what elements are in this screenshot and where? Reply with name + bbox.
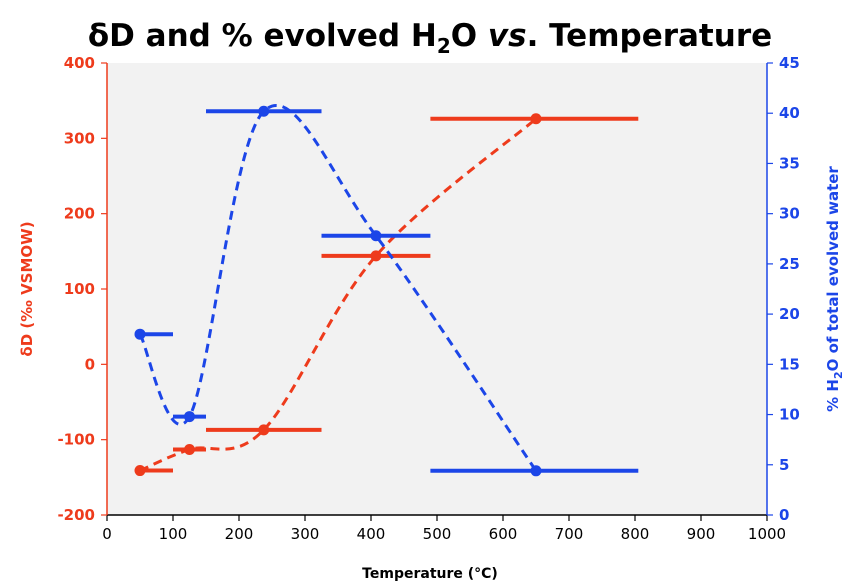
series-left-point [258, 424, 270, 436]
right-y-tick-label: 20 [779, 305, 800, 323]
right-y-tick-label: 35 [779, 154, 800, 172]
right-y-tick-label: 15 [779, 355, 800, 373]
x-tick-label: 900 [687, 525, 716, 543]
x-tick-label: 700 [555, 525, 584, 543]
right-y-tick-label: 0 [779, 506, 789, 524]
series-left-point [134, 465, 146, 477]
x-tick-label: 200 [225, 525, 254, 543]
right-y-tick-label: 45 [779, 54, 800, 72]
series-left-point [530, 113, 542, 125]
series-right-point [530, 465, 542, 477]
series-right-axis [134, 103, 639, 477]
x-tick-label: 400 [357, 525, 386, 543]
left-y-tick-label: -200 [57, 506, 95, 524]
chart-title: δD and % evolved H2O vs. Temperature [88, 18, 772, 58]
x-tick-label: 800 [621, 525, 650, 543]
series-left-axis [134, 113, 639, 477]
series-right-point [258, 105, 270, 117]
left-y-tick-label: -100 [57, 431, 95, 449]
series-left-point [370, 250, 382, 262]
left-y-tick-label: 300 [64, 129, 95, 147]
left-y-axis-label: δD (‰ VSMOW) [18, 221, 36, 356]
plot-area [107, 63, 767, 515]
right-y-tick-label: 10 [779, 406, 800, 424]
right-y-ticks: 0 5 10 15 20 25 30 35 40 45 [767, 54, 800, 524]
right-y-tick-label: 25 [779, 255, 800, 273]
right-y-tick-label: 40 [779, 104, 800, 122]
x-tick-label: 500 [423, 525, 452, 543]
series-right-point [370, 230, 382, 242]
series-left-point [184, 443, 195, 455]
right-y-tick-label: 30 [779, 205, 800, 223]
x-tick-label: 1000 [748, 525, 786, 543]
x-tick-label: 600 [489, 525, 518, 543]
x-tick-label: 100 [159, 525, 188, 543]
x-tick-label: 0 [102, 525, 112, 543]
x-tick-label: 300 [291, 525, 320, 543]
left-y-ticks: -200 -100 0 100 200 300 400 [57, 54, 107, 524]
right-y-tick-label: 5 [779, 456, 789, 474]
x-axis-label: Temperature (°C) [362, 566, 498, 582]
left-y-tick-label: 0 [85, 355, 95, 373]
left-y-tick-label: 400 [64, 54, 95, 72]
right-y-axis-label: % H2O of total evolved water [824, 166, 845, 412]
left-y-tick-label: 100 [64, 280, 95, 298]
x-ticks: 0 100 200 300 400 500 600 700 800 900 1000 [102, 515, 786, 543]
series-right-point [184, 411, 195, 423]
left-y-tick-label: 200 [64, 205, 95, 223]
series-right-point [134, 328, 146, 340]
series-layer [134, 103, 639, 477]
series-right-trend-line [138, 103, 538, 472]
